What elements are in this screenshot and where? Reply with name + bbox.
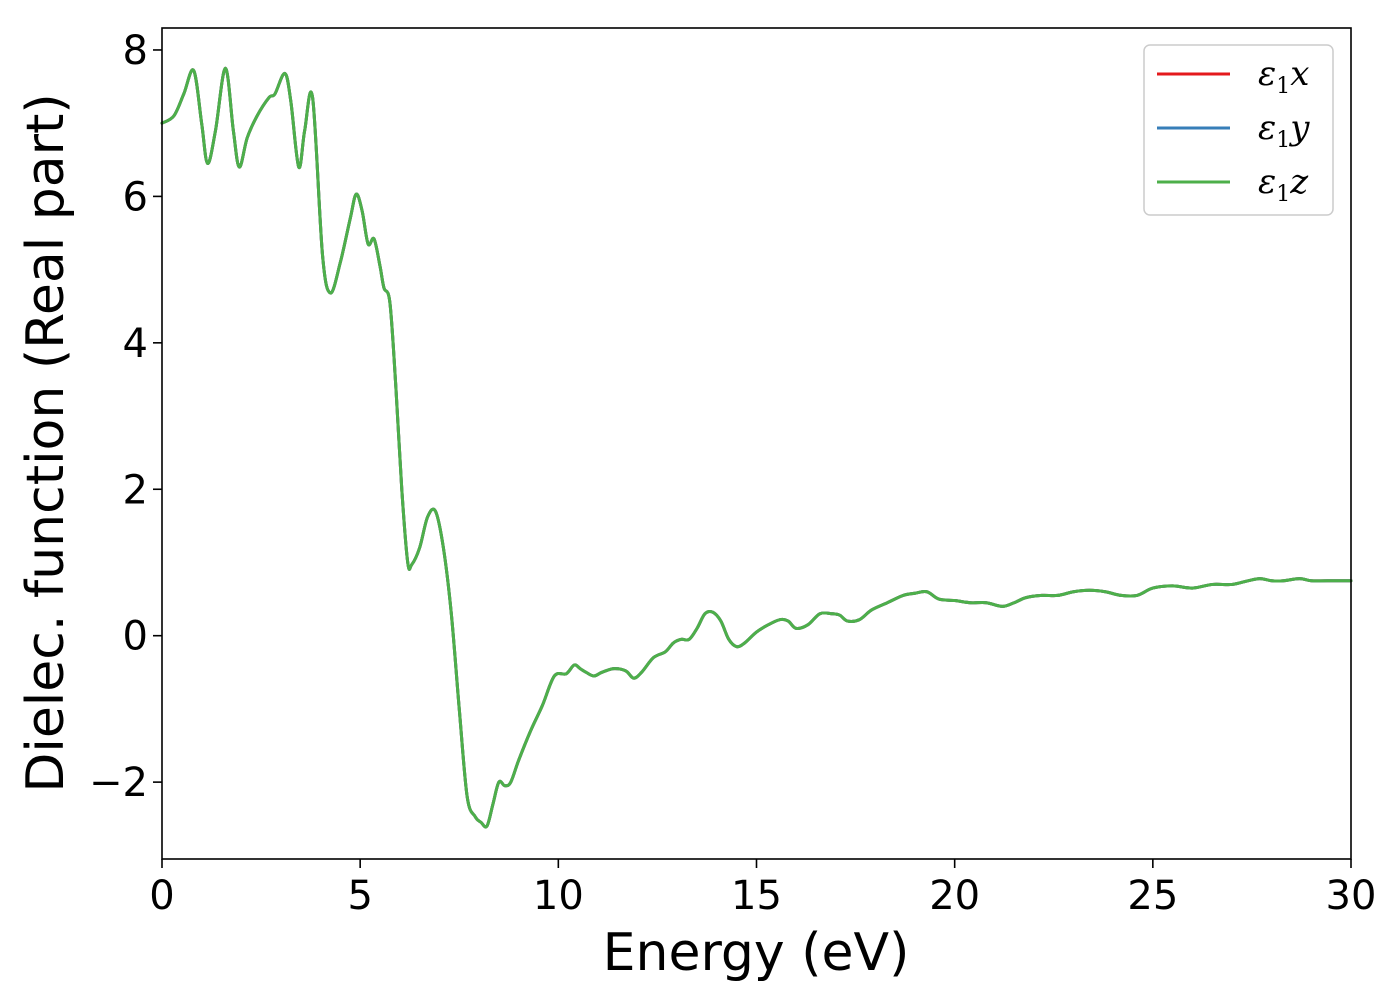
y-axis-label: Dielec. function (Real part): [16, 93, 76, 792]
y-tick-label: 0: [123, 614, 148, 660]
x-tick-label: 15: [731, 873, 782, 919]
y-tick-label: 4: [123, 321, 148, 367]
x-axis-label: Energy (eV): [603, 923, 910, 983]
x-tick-label: 10: [533, 873, 584, 919]
legend-label-3: ε1z: [1258, 162, 1309, 207]
series-line-3: [160, 66, 1353, 829]
legend-box: [1143, 44, 1334, 216]
x-tick-label: 5: [347, 873, 372, 919]
series-layer: [160, 66, 1353, 829]
x-tick-label: 20: [929, 873, 980, 919]
y-axis-ticks: −2 0 2 4 6 8: [89, 28, 162, 806]
y-tick-label: −2: [89, 760, 148, 806]
x-tick-label: 0: [149, 873, 174, 919]
legend-label-2: ε1y: [1258, 108, 1310, 153]
x-axis-ticks: 0 5 10 15 20 25 30: [149, 859, 1376, 919]
y-tick-label: 8: [123, 28, 148, 74]
y-tick-label: 2: [123, 467, 148, 513]
y-tick-label: 6: [123, 174, 148, 220]
legend-label-1: ε1x: [1258, 54, 1309, 99]
x-tick-label: 25: [1127, 873, 1178, 919]
x-tick-label: 30: [1326, 873, 1377, 919]
legend: ε1x ε1y ε1z: [1143, 44, 1334, 216]
